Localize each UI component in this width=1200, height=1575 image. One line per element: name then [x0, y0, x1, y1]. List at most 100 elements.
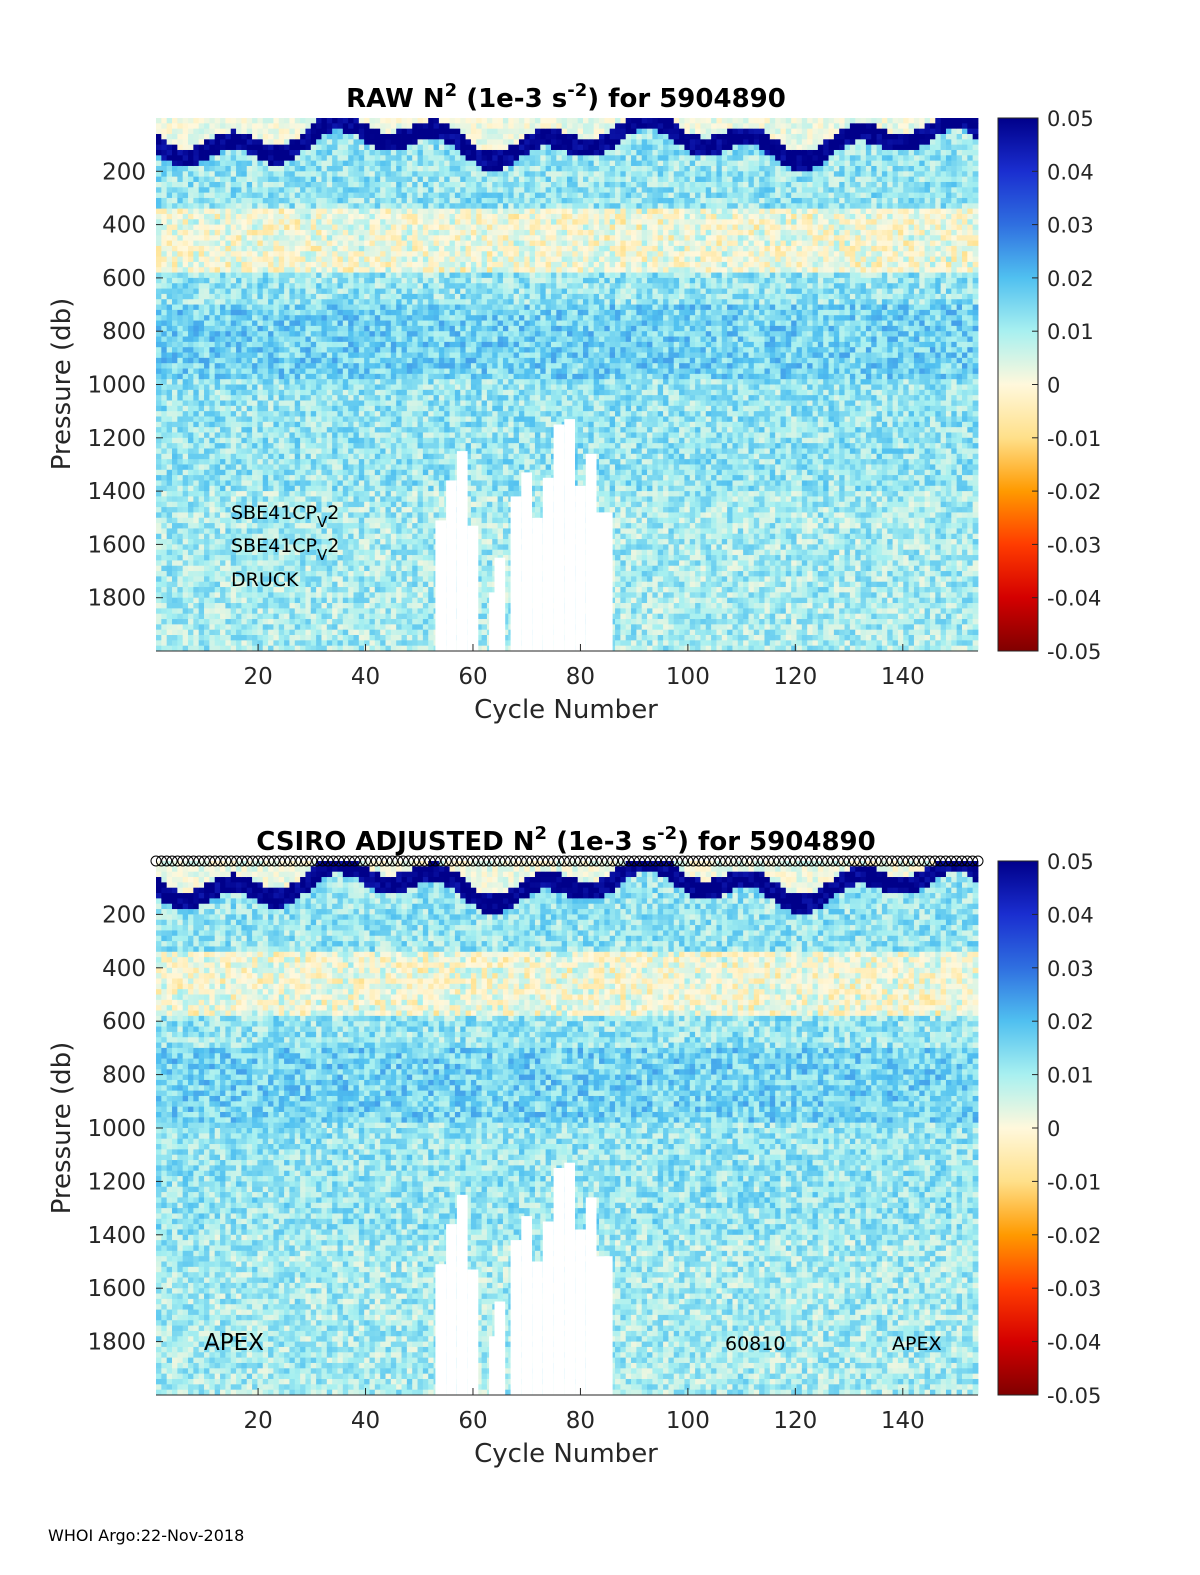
heatmap-cell — [353, 539, 359, 545]
heatmap-cell — [359, 640, 365, 646]
heatmap-cell — [311, 454, 317, 460]
heatmap-cell — [236, 278, 242, 284]
heatmap-cell — [418, 422, 424, 428]
heatmap-cell — [332, 134, 338, 140]
heatmap-cell — [391, 640, 397, 646]
heatmap-cell — [236, 150, 242, 156]
heatmap-cell — [284, 630, 290, 636]
heatmap-cell — [279, 353, 285, 359]
heatmap-cell — [327, 427, 333, 433]
heatmap-cell — [300, 155, 306, 161]
heatmap-cell — [231, 390, 237, 396]
heatmap-cell — [337, 358, 343, 364]
heatmap-cell — [236, 155, 242, 161]
heatmap-cell — [279, 416, 285, 422]
heatmap-cell — [199, 534, 205, 540]
heatmap-cell — [321, 198, 327, 204]
heatmap-cell — [386, 608, 392, 614]
heatmap-cell — [167, 464, 173, 470]
heatmap-cell — [199, 427, 205, 433]
heatmap-cell — [172, 203, 178, 209]
heatmap-cell — [156, 459, 162, 465]
heatmap-cell — [337, 182, 343, 188]
heatmap-cell — [161, 496, 167, 502]
heatmap-cell — [220, 518, 226, 524]
heatmap-cell — [386, 219, 392, 225]
heatmap-cell — [209, 603, 215, 609]
heatmap-cell — [412, 544, 418, 550]
heatmap-cell — [321, 337, 327, 343]
heatmap-cell — [380, 198, 386, 204]
heatmap-cell — [380, 496, 386, 502]
heatmap-cell — [204, 129, 210, 135]
heatmap-cell — [167, 587, 173, 593]
heatmap-cell — [252, 486, 258, 492]
heatmap-cell — [172, 571, 178, 577]
heatmap-cell — [172, 432, 178, 438]
heatmap-cell — [321, 177, 327, 183]
heatmap-cell — [156, 422, 162, 428]
heatmap-cell — [375, 219, 381, 225]
heatmap-cell — [289, 129, 295, 135]
heatmap-cell — [177, 203, 183, 209]
heatmap-cell — [183, 587, 189, 593]
heatmap-cell — [231, 630, 237, 636]
heatmap-cell — [343, 406, 349, 412]
heatmap-cell — [402, 406, 408, 412]
heatmap-cell — [172, 230, 178, 236]
heatmap-cell — [193, 411, 199, 417]
heatmap-cell — [311, 225, 317, 231]
heatmap-cell — [348, 555, 354, 561]
heatmap-cell — [305, 475, 311, 481]
heatmap-cell — [391, 251, 397, 257]
heatmap-cell — [407, 454, 413, 460]
heatmap-cell — [289, 603, 295, 609]
heatmap-cell — [252, 470, 258, 476]
heatmap-cell — [386, 385, 392, 391]
heatmap-cell — [241, 235, 247, 241]
heatmap-cell — [199, 454, 205, 460]
heatmap-cell — [177, 161, 183, 167]
heatmap-cell — [412, 331, 418, 337]
heatmap-cell — [183, 502, 189, 508]
heatmap-cell — [348, 171, 354, 177]
heatmap-cell — [172, 235, 178, 241]
heatmap-cell — [337, 294, 343, 300]
heatmap-cell — [183, 219, 189, 225]
heatmap-cell — [284, 353, 290, 359]
heatmap-cell — [241, 283, 247, 289]
heatmap-cell — [225, 299, 231, 305]
heatmap-cell — [380, 406, 386, 412]
heatmap-cell — [257, 475, 263, 481]
heatmap-cell — [412, 406, 418, 412]
heatmap-cell — [412, 608, 418, 614]
heatmap-cell — [380, 251, 386, 257]
heatmap-cell — [311, 448, 317, 454]
heatmap-cell — [359, 241, 365, 247]
heatmap-cell — [172, 422, 178, 428]
heatmap-cell — [412, 219, 418, 225]
heatmap-cell — [220, 150, 226, 156]
heatmap-cell — [327, 337, 333, 343]
heatmap-cell — [370, 123, 376, 129]
heatmap-cell — [257, 443, 263, 449]
heatmap-cell — [402, 523, 408, 529]
heatmap-cell — [193, 480, 199, 486]
heatmap-cell — [343, 395, 349, 401]
heatmap-cell — [279, 118, 285, 124]
heatmap-cell — [188, 528, 194, 534]
heatmap-cell — [193, 310, 199, 316]
heatmap-cell — [321, 267, 327, 273]
heatmap-cell — [343, 566, 349, 572]
heatmap-cell — [204, 321, 210, 327]
heatmap-cell — [300, 363, 306, 369]
heatmap-cell — [183, 326, 189, 332]
heatmap-cell — [337, 123, 343, 129]
heatmap-cell — [236, 491, 242, 497]
heatmap-cell — [386, 448, 392, 454]
heatmap-cell — [220, 544, 226, 550]
heatmap-cell — [407, 395, 413, 401]
heatmap-cell — [364, 475, 370, 481]
heatmap-cell — [241, 267, 247, 273]
heatmap-cell — [332, 305, 338, 311]
